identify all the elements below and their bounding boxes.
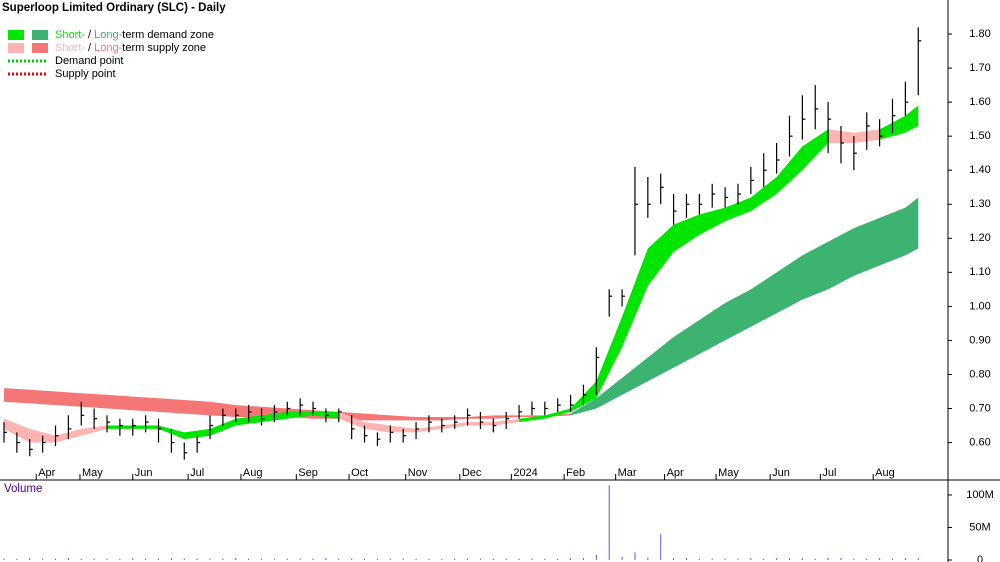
y-tick-label: 0.70 — [969, 402, 990, 414]
legend-text-part: Short- — [55, 29, 85, 41]
x-tick-label: Jul — [190, 467, 204, 479]
chart-title: Superloop Limited Ordinary (SLC) - Daily — [2, 2, 226, 14]
y-tick-label: 1.60 — [969, 96, 990, 108]
volume-title: Volume — [4, 483, 42, 495]
y-tick-label: 0.60 — [969, 436, 990, 448]
legend-text-part: / — [85, 42, 94, 54]
zone-band — [879, 105, 919, 140]
x-tick-label: 2024 — [513, 467, 537, 479]
legend-label: Short- / Long-term demand zone — [55, 29, 214, 41]
zone-band — [570, 197, 919, 416]
legend-text-part: / — [85, 29, 94, 41]
y-tick-label: 1.40 — [969, 164, 990, 176]
x-tick-label: Sep — [298, 467, 318, 479]
x-tick-label: Jun — [772, 467, 790, 479]
x-tick-label: May — [82, 467, 103, 479]
x-tick-label: Mar — [618, 467, 637, 479]
legend-label: Supply point — [55, 68, 116, 80]
x-tick-label: May — [718, 467, 739, 479]
legend-swatch — [8, 30, 24, 40]
legend-swatch — [32, 43, 48, 53]
x-tick-label: Feb — [566, 467, 585, 479]
volume-tick-label: 100M — [966, 489, 994, 501]
y-tick-label: 1.00 — [969, 300, 990, 312]
y-tick-label: 1.70 — [969, 62, 990, 74]
y-tick-label: 1.50 — [969, 130, 990, 142]
y-tick-label: 0.90 — [969, 334, 990, 346]
zone-band — [338, 411, 520, 433]
y-tick-label: 1.10 — [969, 266, 990, 278]
x-tick-label: Dec — [462, 467, 482, 479]
zone-band — [4, 418, 108, 443]
volume-tick-label: 50M — [969, 521, 990, 533]
x-tick-label: Nov — [408, 467, 428, 479]
x-tick-label: Jul — [822, 467, 836, 479]
legend-swatch — [8, 43, 24, 53]
zone-band — [519, 129, 829, 423]
y-tick-label: 1.80 — [969, 28, 990, 40]
volume-tick-label: 0 — [977, 554, 983, 562]
x-tick-label: Aug — [875, 467, 895, 479]
legend-swatch — [32, 30, 48, 40]
x-tick-label: Jun — [135, 467, 153, 479]
x-tick-label: Apr — [667, 467, 684, 479]
x-tick-label: Oct — [351, 467, 368, 479]
legend-text-part: term supply zone — [122, 42, 206, 54]
legend-text-part: Long- — [94, 42, 122, 54]
y-tick-label: 1.20 — [969, 232, 990, 244]
y-tick-label: 1.30 — [969, 198, 990, 210]
legend-text-part: Short- — [55, 42, 85, 54]
legend-label: Demand point — [55, 55, 124, 67]
x-tick-label: Apr — [38, 467, 55, 479]
x-tick-label: Aug — [243, 467, 263, 479]
legend-text-part: Long- — [94, 29, 122, 41]
legend-text-part: term demand zone — [122, 29, 214, 41]
legend-label: Short- / Long-term supply zone — [55, 42, 206, 54]
y-tick-label: 0.80 — [969, 368, 990, 380]
